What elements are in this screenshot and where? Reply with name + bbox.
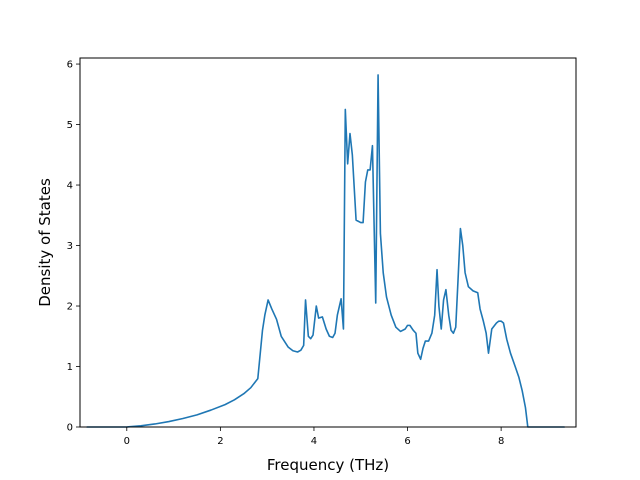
y-tick-label: 6 [67,60,73,71]
y-tick-label: 0 [67,423,73,434]
x-tick-label: 2 [217,436,223,447]
y-tick-label: 3 [67,241,73,252]
x-axis-ticks: 0 2 4 6 8 [124,427,504,447]
plot-background [80,58,576,427]
y-tick-label: 5 [67,120,73,131]
x-tick-label: 8 [498,436,504,447]
y-axis-title: Density of States [36,178,54,307]
plot-frame [79,57,577,428]
y-tick-label: 4 [67,181,73,192]
x-tick-label: 4 [311,436,317,447]
y-tick-label: 2 [67,302,73,313]
x-tick-label: 0 [124,436,130,447]
dos-series-line [86,74,566,428]
x-axis-title: Frequency (THz) [267,456,389,474]
y-axis-ticks: 0 1 2 3 4 5 6 [67,60,80,434]
y-tick-label: 1 [67,362,73,373]
x-tick-label: 6 [404,436,410,447]
